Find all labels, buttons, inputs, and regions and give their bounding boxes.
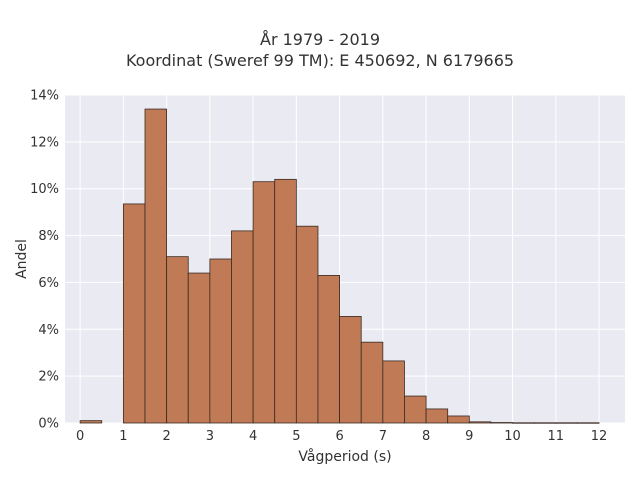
y-tick-label: 8% [38, 229, 59, 244]
bars [79, 108, 600, 424]
histogram-bar [533, 422, 557, 424]
histogram-bar [274, 178, 297, 424]
y-tick-label: 2% [38, 370, 59, 385]
y-tick-label: 0% [38, 417, 59, 432]
histogram-bar [166, 256, 189, 424]
histogram-bar [339, 315, 362, 424]
y-tick-label: 14% [30, 89, 59, 104]
histogram-bar [555, 422, 578, 424]
x-tick-label: 1 [119, 429, 127, 444]
histogram-bar [425, 408, 449, 424]
x-tick-label: 10 [504, 429, 521, 444]
x-axis-label: Vågperiod (s) [298, 448, 391, 465]
y-tick-label: 12% [30, 135, 59, 150]
x-tick-label: 11 [548, 429, 565, 444]
x-tick-label: 8 [422, 429, 430, 444]
chart-title-line2: Koordinat (Sweref 99 TM): E 450692, N 61… [125, 51, 515, 70]
histogram-bar [187, 272, 211, 424]
histogram-bar [295, 225, 319, 424]
histogram-bar [447, 415, 470, 424]
x-tick-label: 9 [465, 429, 473, 444]
histogram-bar [122, 203, 146, 424]
x-tick-label: 0 [76, 429, 84, 444]
y-axis-label: Andel [14, 239, 30, 279]
y-tick-labels: 0% 2% 4% 6% 8% 10% 12% 14% [30, 89, 59, 432]
histogram-bar [382, 360, 405, 424]
x-tick-label: 4 [249, 429, 257, 444]
x-tick-label: 5 [292, 429, 300, 444]
x-tick-label: 7 [379, 429, 387, 444]
histogram-bar [360, 341, 384, 424]
histogram-bar [252, 181, 276, 424]
chart-title-line1: År 1979 - 2019 [260, 30, 380, 49]
x-tick-label: 3 [206, 429, 214, 444]
x-tick-label: 6 [335, 429, 343, 444]
histogram-bar [490, 422, 513, 424]
histogram-bar [79, 420, 103, 424]
y-tick-label: 10% [30, 182, 59, 197]
histogram-bar [209, 258, 232, 424]
x-tick-label: 2 [162, 429, 170, 444]
histogram-bar [231, 230, 254, 424]
x-tick-labels: 0 1 2 3 4 5 6 7 8 9 10 11 12 [76, 429, 607, 444]
histogram-bar [144, 108, 168, 424]
histogram-bar [577, 422, 600, 424]
x-tick-label: 12 [591, 429, 608, 444]
histogram-bar [404, 395, 427, 424]
histogram-bar [317, 274, 340, 424]
y-tick-label: 6% [38, 276, 59, 291]
histogram-bar [512, 422, 535, 424]
y-tick-label: 4% [38, 323, 59, 338]
histogram-bar [468, 421, 492, 424]
